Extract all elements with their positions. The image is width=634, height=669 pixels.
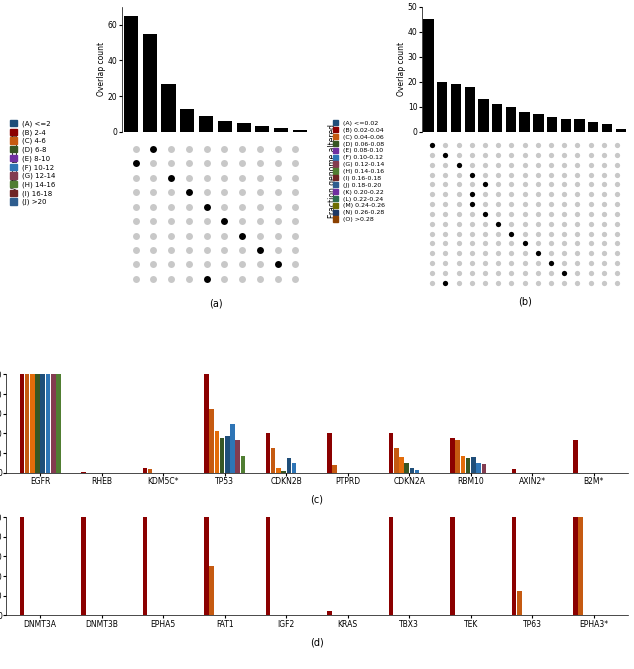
Y-axis label: Overlap count: Overlap count [398,42,406,96]
Bar [143,517,147,615]
Bar [56,375,61,473]
Bar [450,517,455,615]
Bar [292,463,296,473]
Bar [148,469,152,473]
Bar [30,375,35,473]
Bar [574,119,585,132]
Bar [602,124,612,132]
Bar [547,117,557,132]
Bar [293,130,307,132]
Bar [455,440,460,473]
Bar [214,432,219,473]
Bar [225,436,230,473]
Bar [271,448,275,473]
Bar [274,128,288,132]
Bar [235,440,240,473]
Bar [578,517,583,615]
Bar [588,122,598,132]
Bar [506,107,516,132]
Bar [410,468,414,473]
Bar [162,84,176,132]
Bar [616,129,626,132]
Bar [451,84,461,132]
Text: Mutation count: Mutation count [11,134,20,192]
Y-axis label: Overlap count: Overlap count [97,42,107,96]
Bar [204,517,209,615]
Bar [424,19,434,132]
Bar [415,470,420,473]
Bar [512,517,516,615]
Bar [476,463,481,473]
Bar [389,517,393,615]
Bar [394,448,399,473]
Bar [266,517,270,615]
Bar [236,123,250,132]
Bar [209,409,214,473]
Bar [20,375,24,473]
Bar [204,375,209,473]
Bar [517,591,522,615]
Bar [471,457,476,473]
Text: (a): (a) [209,298,223,308]
Bar [573,517,578,615]
Bar [124,15,138,132]
Bar [389,434,393,473]
Bar [25,375,29,473]
Legend: (A) <=0.02, (B) 0.02-0.04, (C) 0.04-0.06, (D) 0.06-0.08, (E) 0.08-0.10, (F) 0.10: (A) <=0.02, (B) 0.02-0.04, (C) 0.04-0.06… [333,120,385,222]
Bar [466,458,470,473]
Text: Fraction genome altered: Fraction genome altered [328,124,337,218]
Bar [560,119,571,132]
Bar [230,423,235,473]
Text: (b): (b) [518,296,531,306]
Bar [41,375,45,473]
Bar [143,33,157,132]
Bar [220,438,224,473]
Legend: (A) <=2, (B) 2-4, (C) 4-6, (D) 6-8, (E) 8-10, (F) 10-12, (G) 12-14, (H) 14-16, (: (A) <=2, (B) 2-4, (C) 4-6, (D) 6-8, (E) … [10,120,56,205]
Bar [327,611,332,615]
Bar [404,463,409,473]
Bar [512,469,516,473]
Text: (d): (d) [310,637,324,647]
Bar [332,465,337,473]
Bar [492,104,502,132]
Bar [199,116,213,132]
Bar [287,458,291,473]
Bar [256,126,269,132]
Bar [478,99,489,132]
Bar [450,438,455,473]
Bar [573,440,578,473]
Bar [437,82,448,132]
Bar [81,517,86,615]
Bar [281,471,286,473]
Bar [20,517,24,615]
Bar [461,456,465,473]
Text: (c): (c) [311,494,323,504]
Bar [327,434,332,473]
Bar [180,108,195,132]
Bar [51,375,56,473]
Bar [218,121,232,132]
Bar [266,434,270,473]
Bar [209,566,214,615]
Bar [533,114,543,132]
Bar [482,464,486,473]
Bar [399,457,404,473]
Bar [36,375,40,473]
Bar [81,472,86,473]
Bar [46,375,50,473]
Bar [143,468,147,473]
Bar [519,112,530,132]
Bar [241,456,245,473]
Bar [465,87,475,132]
Bar [276,468,281,473]
